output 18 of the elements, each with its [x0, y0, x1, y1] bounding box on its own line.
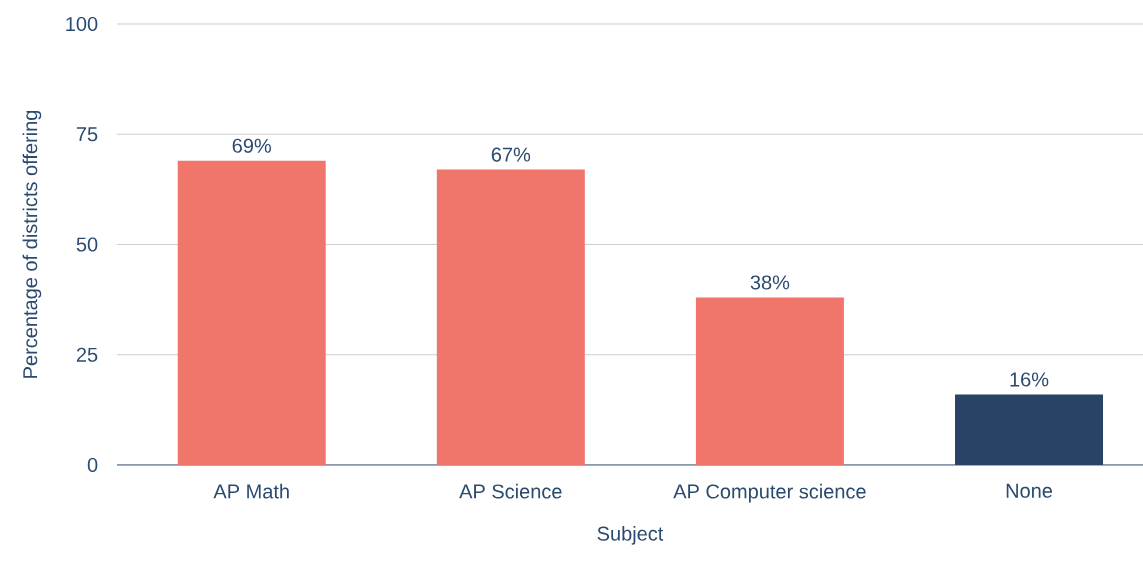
x-tick-label: AP Computer science — [673, 483, 866, 503]
data-label: 67% — [491, 147, 531, 162]
x-tick-label: AP Math — [213, 483, 289, 499]
y-tick-label: 0 — [87, 457, 98, 473]
bar — [177, 160, 326, 465]
y-tick-label: 75 — [76, 127, 98, 142]
data-label: 38% — [750, 275, 790, 290]
data-label: 69% — [232, 138, 272, 153]
bar — [695, 297, 844, 465]
y-tick-label: 25 — [76, 347, 98, 362]
x-axis-title: Subject — [597, 526, 664, 545]
y-tick-label: 100 — [66, 16, 98, 32]
y-tick-label: 50 — [76, 237, 98, 252]
bar — [436, 169, 585, 465]
y-axis-title: Percentage of districts offering — [22, 110, 42, 378]
x-tick-label: None — [1006, 483, 1053, 498]
data-label: 16% — [1010, 372, 1049, 387]
x-tick-label: AP Science — [459, 483, 562, 499]
